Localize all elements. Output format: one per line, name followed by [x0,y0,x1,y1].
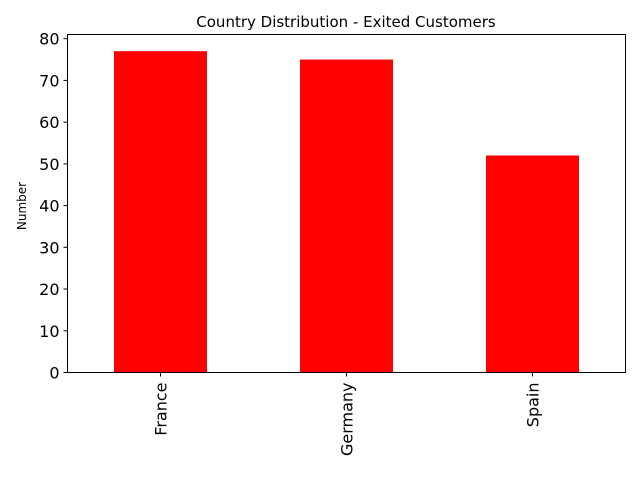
bars-group [114,51,579,373]
plot-area-frame [67,34,626,373]
chart-title: Country Distribution - Exited Customers [196,13,496,31]
y-axis-label: Number [15,182,29,230]
y-tick-label: 70 [39,71,59,90]
y-tick-label: 10 [39,322,59,341]
bar-spain [486,155,579,373]
y-tick-label: 60 [39,113,59,132]
bar-france [114,51,207,373]
y-axis-ticks: 0 10 20 30 40 50 60 70 80 [39,30,68,383]
y-tick-label: 30 [39,238,59,257]
x-tick-label: France [152,383,171,436]
bar-germany [300,59,393,373]
y-tick-label: 50 [39,155,59,174]
x-tick-label: Germany [338,383,357,457]
x-tick-label: Spain [524,383,543,428]
y-tick-label: 0 [49,364,59,383]
y-tick-label: 40 [39,197,59,216]
x-axis-ticks: France Germany Spain [152,372,543,457]
y-tick-label: 20 [39,280,59,299]
y-tick-label: 80 [39,30,59,49]
